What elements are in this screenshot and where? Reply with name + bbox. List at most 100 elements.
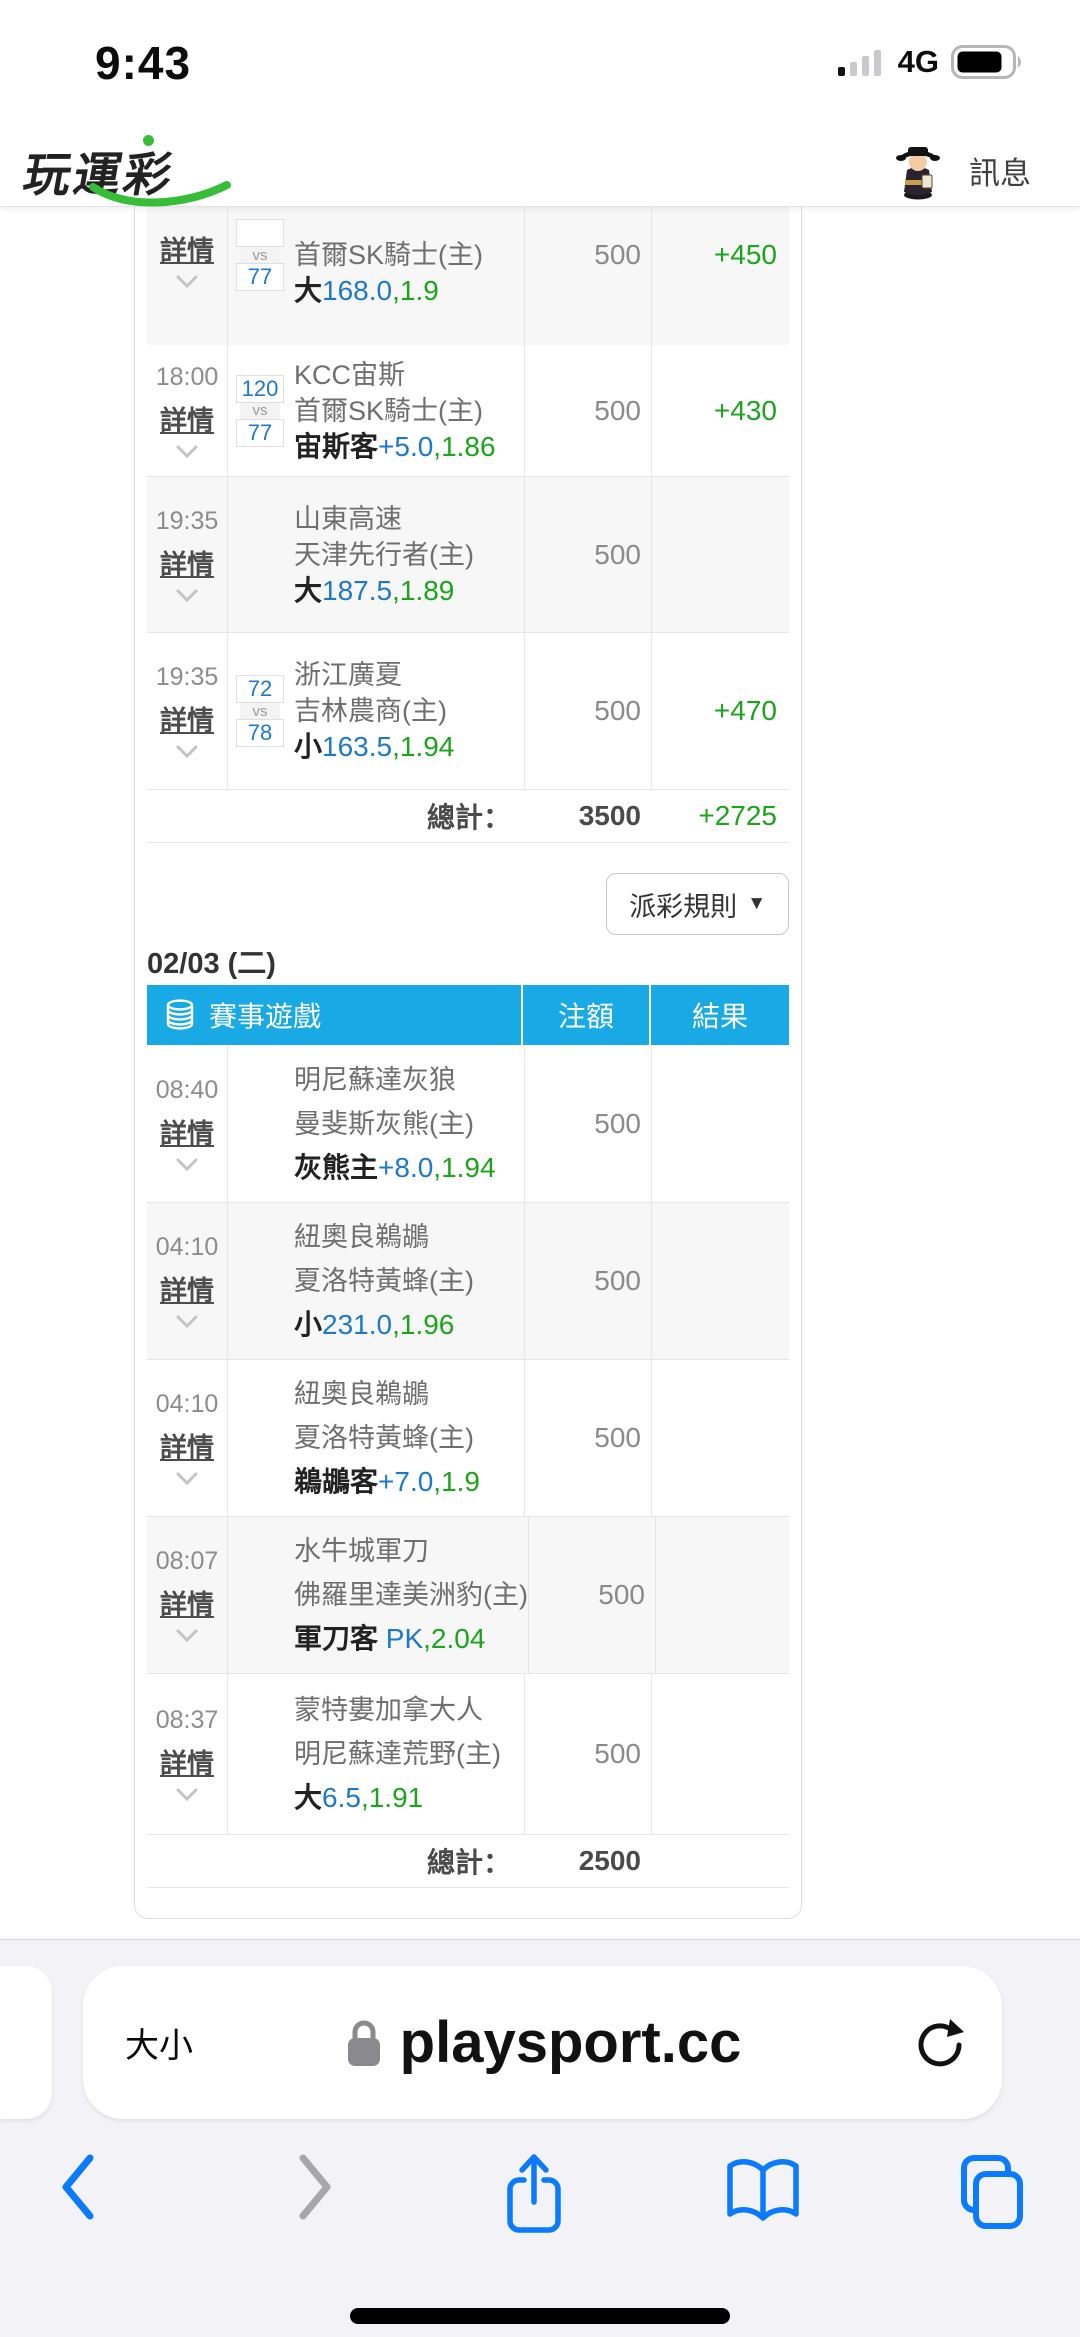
vs-label: vs [240, 247, 280, 264]
game-cell: 明尼蘇達灰狼 曼斐斯灰熊(主) 灰熊主+8.0,1.94 [227, 1045, 525, 1202]
logo-swoosh [89, 180, 231, 207]
game-time: 04:10 [155, 1390, 219, 1418]
column-game-label: 賽事遊戲 [209, 1001, 322, 1032]
chevron-down-icon[interactable] [175, 1629, 199, 1643]
messages-link[interactable]: 訊息 [969, 156, 1031, 191]
score-block: vs 77 [236, 219, 284, 291]
bet-amount: 500 [594, 1265, 641, 1296]
bet-amount: 500 [594, 695, 641, 726]
chevron-down-icon[interactable] [175, 1315, 199, 1329]
home-team: 吉林農商(主) [294, 696, 447, 726]
bet-result [651, 477, 789, 632]
detail-link[interactable]: 詳情 [160, 1276, 214, 1306]
score-block: 72 vs 78 [236, 675, 284, 747]
back-button[interactable] [56, 2152, 100, 2227]
bookmarks-button[interactable] [722, 2152, 804, 2237]
page-content: 詳情 vs 77 首爾SK騎士(主) 大168.0,1.9 500 +450 18:00 詳情… [0, 207, 1080, 1939]
bet-amount: 500 [594, 239, 641, 270]
forward-button[interactable] [293, 2152, 337, 2227]
bet-selection: 宙斯客+5.0,1.86 [294, 430, 496, 462]
away-team: 明尼蘇達灰狼 [294, 1064, 456, 1095]
chevron-down-icon[interactable] [175, 275, 199, 289]
bet-result [651, 1674, 789, 1834]
game-time: 08:07 [155, 1547, 219, 1575]
game-cell: 山東高速 天津先行者(主) 大187.5,1.89 [227, 477, 525, 632]
bet-amount: 500 [594, 1738, 641, 1769]
game-time: 08:40 [155, 1075, 219, 1104]
home-score: 77 [236, 263, 284, 291]
total-label: 總計： [426, 1847, 511, 1878]
chevron-down-icon[interactable] [175, 745, 199, 759]
payout-rules-button[interactable]: 派彩規則 ▼ [606, 873, 789, 935]
network-type-label: 4G [897, 44, 939, 79]
tabs-icon [961, 2155, 1023, 2229]
game-time: 18:00 [155, 362, 219, 391]
home-score: 78 [236, 719, 284, 747]
forward-chevron-icon [299, 2154, 331, 2220]
bet-selection: 灰熊主+8.0,1.94 [294, 1151, 496, 1183]
reload-button[interactable] [914, 1966, 966, 2119]
detail-link[interactable]: 詳情 [160, 405, 214, 436]
chevron-down-icon[interactable] [175, 589, 199, 603]
bet-selection: 軍刀客 PK,2.04 [294, 1623, 486, 1654]
time-cell: 08:07 詳情 [147, 1517, 227, 1673]
home-indicator[interactable] [350, 2308, 730, 2324]
time-cell: 04:10 詳情 [147, 1360, 227, 1516]
home-team: 夏洛特黃蜂(主) [294, 1266, 474, 1296]
bet-result [651, 1360, 789, 1516]
bet-row: 08:07 詳情 水牛城軍刀 佛羅里達美洲豹(主) 軍刀客 PK,2.04 500 [147, 1516, 789, 1673]
total-result: +2725 [698, 800, 777, 831]
chevron-down-icon[interactable] [175, 445, 199, 459]
detail-link[interactable]: 詳情 [160, 1590, 214, 1620]
chevron-down-icon[interactable] [175, 1158, 199, 1172]
bet-result: +430 [651, 345, 789, 476]
tabs-button[interactable] [948, 2152, 1028, 2237]
avatar[interactable] [895, 142, 941, 200]
detail-link[interactable]: 詳情 [160, 706, 214, 736]
total-label: 總計： [426, 802, 511, 833]
bet-selection: 大187.5,1.89 [294, 574, 455, 606]
detail-link[interactable]: 詳情 [160, 1749, 214, 1779]
column-result-label: 結果 [649, 985, 789, 1045]
site-header: 玩運彩 訊息 [0, 134, 1080, 207]
detail-link[interactable]: 詳情 [160, 1118, 214, 1149]
detail-link[interactable]: 詳情 [160, 549, 214, 580]
coins-stack-icon [166, 999, 194, 1030]
away-score: 72 [236, 675, 284, 703]
chevron-down-icon[interactable] [175, 1472, 199, 1486]
bet-row: 04:10 詳情 紐奧良鵜鶘 夏洛特黃蜂(主) 鵜鶘客+7.0,1.9 500 [147, 1359, 789, 1516]
bet-record-card: 詳情 vs 77 首爾SK騎士(主) 大168.0,1.9 500 +450 18:00 詳情… [134, 207, 802, 1919]
bet-result [651, 1045, 789, 1202]
away-team: 紐奧良鵜鶘 [294, 1222, 429, 1252]
time-cell: 18:00 詳情 [147, 345, 227, 476]
vs-label: vs [240, 402, 280, 419]
home-team: 明尼蘇達荒野(主) [294, 1739, 501, 1769]
bet-selection: 小231.0,1.96 [294, 1309, 455, 1340]
safari-toolbar [0, 2152, 1080, 2242]
detail-link[interactable]: 詳情 [160, 1433, 214, 1463]
address-bar[interactable]: 大小 playsport.cc [83, 1966, 1002, 2119]
clock: 9:43 [95, 37, 192, 89]
bet-amount: 500 [594, 538, 641, 570]
playsport-logo[interactable]: 玩運彩 [20, 134, 231, 207]
date-heading: 02/03 (二) [147, 948, 276, 980]
vs-label: vs [240, 703, 280, 720]
game-cell: 紐奧良鵜鶘夏洛特黃蜂(主) 小231.0,1.96 [227, 1203, 525, 1359]
time-cell: 08:40 詳情 [147, 1045, 227, 1202]
lock-icon [347, 2020, 380, 2066]
text-size-button[interactable]: 大小 [125, 2027, 193, 2065]
detail-link[interactable]: 詳情 [160, 235, 214, 266]
home-score: 77 [236, 418, 284, 447]
url-text: playsport.cc [399, 2010, 742, 2075]
bet-row: 19:35 詳情 72 vs 78 浙江廣夏 吉林農商(主) 小163.5,1.94 500 +4… [147, 632, 789, 789]
game-time: 19:35 [155, 663, 219, 691]
total-amount: 3500 [578, 800, 641, 831]
share-button[interactable] [500, 2152, 568, 2241]
bet-amount: 500 [598, 1579, 645, 1610]
time-cell: 詳情 [147, 207, 227, 345]
adjacent-tab-edge[interactable] [0, 1966, 52, 2119]
away-team: 蒙特婁加拿大人 [294, 1695, 483, 1725]
game-time: 08:37 [155, 1706, 219, 1734]
chevron-down-icon[interactable] [175, 1788, 199, 1802]
